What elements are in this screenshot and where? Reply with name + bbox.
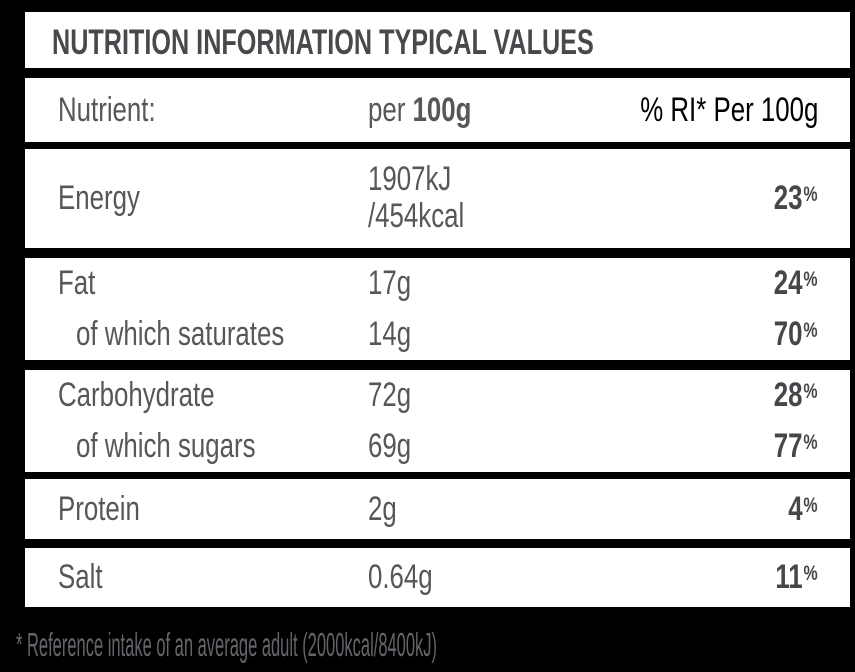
nutrient-name: Energy bbox=[58, 179, 140, 217]
amount-cell: 69g bbox=[368, 427, 590, 466]
energy-kcal: /454kcal bbox=[368, 197, 465, 235]
ri-number: 70 bbox=[774, 315, 804, 353]
row-of-which-sugars: of which sugars 69g 77% bbox=[25, 421, 850, 472]
amount-value: 2g bbox=[368, 489, 397, 528]
title-row: NUTRITION INFORMATION TYPICAL VALUES bbox=[25, 12, 850, 68]
nutrient-name: of which sugars bbox=[76, 427, 256, 465]
nutrient-name: Fat bbox=[58, 264, 96, 302]
ri-number: 4 bbox=[788, 489, 804, 528]
nutrient-name: of which saturates bbox=[76, 315, 285, 353]
nutrient-name-cell: Carbohydrate bbox=[25, 376, 368, 415]
amount-value: 69g bbox=[368, 427, 412, 465]
nutrient-name: Salt bbox=[58, 558, 103, 596]
percent-sign: % bbox=[803, 319, 818, 342]
column-nutrient: Nutrient: bbox=[25, 91, 368, 130]
nutrient-name-cell: of which saturates bbox=[25, 315, 368, 354]
nutrient-name: Protein bbox=[58, 489, 140, 528]
ri-number: 11 bbox=[775, 558, 804, 596]
percent-sign: % bbox=[803, 431, 818, 454]
row-of-which-saturates: of which saturates 14g 70% bbox=[25, 309, 850, 360]
ri-cell: 4% bbox=[590, 490, 850, 529]
ri-number: 24 bbox=[774, 264, 804, 302]
column-ri: % RI* Per 100g bbox=[590, 91, 850, 130]
nutrient-name-cell: Energy bbox=[25, 179, 368, 218]
ri-cell: 23% bbox=[590, 179, 850, 218]
label-title: NUTRITION INFORMATION TYPICAL VALUES bbox=[52, 22, 594, 62]
ri-value: 11% bbox=[776, 558, 818, 597]
reference-intake-footnote: * Reference intake of an average adult (… bbox=[16, 626, 855, 664]
amount-value: 14g bbox=[368, 315, 412, 353]
row-fat: Fat 17g 24% bbox=[25, 258, 850, 309]
ri-number: 77 bbox=[774, 427, 804, 465]
row-carbohydrate: Carbohydrate 72g 28% bbox=[25, 370, 850, 421]
column-per-100g: per 100g bbox=[368, 91, 590, 130]
footnote-text: * Reference intake of an average adult (… bbox=[16, 626, 438, 663]
amount-cell: 14g bbox=[368, 315, 590, 354]
row-energy: Energy 1907kJ /454kcal 23% bbox=[25, 149, 850, 248]
percent-sign: % bbox=[803, 183, 818, 206]
amount-value: 17g bbox=[368, 264, 412, 302]
amount-cell: 72g bbox=[368, 376, 590, 415]
ri-cell: 24% bbox=[590, 264, 850, 303]
nutrition-label: NUTRITION INFORMATION TYPICAL VALUES Nut… bbox=[25, 0, 850, 607]
row-protein: Protein 2g 4% bbox=[25, 479, 850, 539]
column-header-row: Nutrient: per 100g % RI* Per 100g bbox=[25, 78, 850, 142]
percent-sign: % bbox=[803, 268, 818, 291]
amount-value: 72g bbox=[368, 376, 412, 414]
amount-cell: 1907kJ /454kcal bbox=[368, 161, 590, 236]
percent-sign: % bbox=[803, 380, 818, 403]
row-group-carbohydrate: Carbohydrate 72g 28% of which sugars 69g… bbox=[25, 370, 850, 472]
ri-value: 24% bbox=[774, 264, 818, 303]
row-salt: Salt 0.64g 11% bbox=[25, 548, 850, 607]
energy-kj: 1907kJ bbox=[368, 160, 452, 198]
ri-value: 70% bbox=[774, 315, 818, 354]
amount-value: 0.64g bbox=[368, 558, 433, 596]
ri-value: 28% bbox=[774, 376, 818, 415]
nutrient-name-cell: Protein bbox=[25, 490, 368, 529]
title-cell: NUTRITION INFORMATION TYPICAL VALUES bbox=[25, 12, 850, 68]
ri-cell: 28% bbox=[590, 376, 850, 415]
amount-cell: 0.64g bbox=[368, 558, 590, 597]
percent-sign: % bbox=[803, 493, 818, 517]
amount-value: 1907kJ /454kcal bbox=[368, 161, 464, 235]
ri-cell: 11% bbox=[590, 558, 850, 597]
per-unit: 100g bbox=[412, 90, 472, 129]
amount-cell: 2g bbox=[368, 490, 590, 529]
row-group-fat: Fat 17g 24% of which saturates 14g 70% bbox=[25, 258, 850, 360]
ri-cell: 70% bbox=[590, 315, 850, 354]
percent-sign: % bbox=[803, 562, 818, 585]
column-per-100g-label: per 100g bbox=[368, 91, 471, 130]
nutrient-name: Carbohydrate bbox=[58, 376, 215, 414]
ri-value: 4% bbox=[789, 490, 818, 529]
ri-cell: 77% bbox=[590, 427, 850, 466]
ri-value: 77% bbox=[774, 427, 818, 466]
ri-number: 28 bbox=[774, 376, 804, 414]
nutrient-name-cell: Fat bbox=[25, 264, 368, 303]
column-nutrient-label: Nutrient: bbox=[58, 90, 156, 129]
per-prefix: per bbox=[368, 90, 406, 129]
ri-number: 23 bbox=[774, 179, 804, 217]
column-ri-label: % RI* Per 100g bbox=[639, 90, 818, 129]
nutrient-name-cell: Salt bbox=[25, 558, 368, 597]
ri-value: 23% bbox=[774, 179, 818, 218]
nutrient-name-cell: of which sugars bbox=[25, 427, 368, 466]
amount-cell: 17g bbox=[368, 264, 590, 303]
